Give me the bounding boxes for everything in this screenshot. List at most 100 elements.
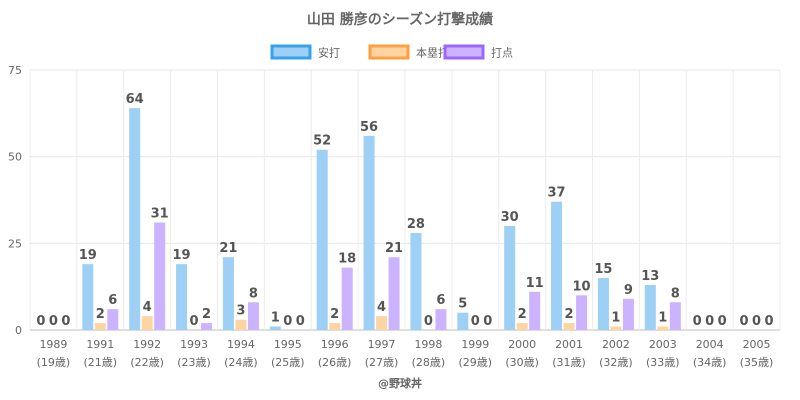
- x-tick-label: 2001: [555, 338, 583, 351]
- bar[interactable]: [457, 312, 469, 330]
- x-tick-label: 1997: [368, 338, 396, 351]
- bar[interactable]: [94, 323, 106, 330]
- bar[interactable]: [610, 326, 622, 330]
- bar[interactable]: [341, 267, 353, 330]
- y-tick-label: 25: [8, 237, 22, 250]
- bar[interactable]: [235, 319, 247, 330]
- y-tick-label: 50: [8, 151, 22, 164]
- x-tick-sublabel: (23歳): [177, 356, 211, 369]
- x-tick-sublabel: (34歳): [693, 356, 727, 369]
- data-label: 2: [565, 307, 574, 322]
- bar[interactable]: [597, 278, 609, 330]
- bar[interactable]: [176, 264, 188, 330]
- x-tick-sublabel: (31歳): [552, 356, 586, 369]
- data-label: 10: [573, 279, 591, 294]
- x-tick-sublabel: (30歳): [505, 356, 539, 369]
- data-label: 0: [49, 314, 58, 329]
- bar[interactable]: [657, 326, 669, 330]
- x-tick-label: 1998: [414, 338, 442, 351]
- x-tick-sublabel: (25歳): [271, 356, 305, 369]
- bar[interactable]: [410, 232, 422, 330]
- data-label: 0: [36, 314, 45, 329]
- bar[interactable]: [247, 302, 259, 330]
- data-label: 9: [624, 283, 633, 298]
- data-label: 37: [548, 186, 566, 201]
- bar[interactable]: [376, 316, 388, 330]
- bar[interactable]: [435, 309, 447, 330]
- bar[interactable]: [201, 323, 213, 330]
- data-label: 3: [236, 304, 245, 319]
- bar[interactable]: [329, 323, 341, 330]
- data-label: 52: [313, 134, 331, 149]
- x-tick-sublabel: (32歳): [599, 356, 633, 369]
- data-label: 2: [518, 307, 527, 322]
- bar[interactable]: [129, 108, 141, 330]
- legend-swatch: [368, 44, 410, 60]
- y-axis: 0 25 50 75: [8, 64, 22, 337]
- data-label: 0: [718, 314, 727, 329]
- x-tick-label: 1995: [274, 338, 302, 351]
- legend-item[interactable]: 打点: [443, 44, 513, 60]
- bar[interactable]: [316, 149, 328, 330]
- bar[interactable]: [154, 222, 166, 330]
- legend-swatch: [270, 44, 312, 60]
- bar[interactable]: [622, 298, 634, 330]
- data-label: 4: [377, 300, 386, 315]
- bar[interactable]: [222, 257, 234, 330]
- legend-item[interactable]: 本塁打: [368, 44, 449, 60]
- bar[interactable]: [563, 323, 575, 330]
- legend-label: 安打: [318, 46, 340, 60]
- x-axis: 1989 (19歳) 1991 (21歳) 1992 (22歳) 1993 (23歳) 1994…: [37, 338, 774, 369]
- bar[interactable]: [363, 135, 375, 330]
- x-tick-label: 1992: [133, 338, 161, 351]
- bars: [82, 108, 681, 330]
- bar[interactable]: [529, 291, 541, 330]
- legend-swatch: [443, 44, 485, 60]
- y-tick-label: 0: [15, 324, 22, 337]
- bar[interactable]: [388, 257, 400, 330]
- data-label: 28: [407, 217, 425, 232]
- x-tick-sublabel: (19歳): [37, 356, 71, 369]
- data-label: 1: [271, 311, 280, 326]
- data-label: 0: [190, 314, 199, 329]
- data-label: 18: [338, 252, 356, 267]
- x-tick-label: 1989: [39, 338, 67, 351]
- x-tick-label: 1991: [86, 338, 114, 351]
- data-label: 1: [611, 311, 620, 326]
- data-label: 21: [219, 241, 237, 256]
- data-label: 31: [151, 207, 169, 222]
- legend-item[interactable]: 安打: [270, 44, 340, 60]
- data-label: 11: [526, 276, 544, 291]
- x-tick-label: 2004: [696, 338, 724, 351]
- bar[interactable]: [269, 326, 281, 330]
- data-label: 2: [96, 307, 105, 322]
- x-tick-label: 1993: [180, 338, 208, 351]
- x-tick-sublabel: (26歳): [318, 356, 352, 369]
- data-label: 13: [641, 269, 659, 284]
- data-label: 4: [143, 300, 152, 315]
- data-label: 2: [202, 307, 211, 322]
- bar[interactable]: [644, 284, 656, 330]
- x-tick-sublabel: (35歳): [740, 356, 774, 369]
- bar[interactable]: [504, 226, 516, 330]
- x-tick-label: 1996: [321, 338, 349, 351]
- data-label: 21: [385, 241, 403, 256]
- bar[interactable]: [82, 264, 94, 330]
- x-tick-sublabel: (28歳): [412, 356, 446, 369]
- data-label: 0: [765, 314, 774, 329]
- data-label: 1: [658, 311, 667, 326]
- bar[interactable]: [551, 201, 563, 330]
- gridlines: [29, 69, 781, 331]
- x-tick-label: 2005: [743, 338, 771, 351]
- data-label: 6: [436, 293, 445, 308]
- legend: 安打 本塁打 打点: [270, 44, 513, 60]
- bar[interactable]: [516, 323, 528, 330]
- bar[interactable]: [576, 295, 588, 330]
- chart-title: 山田 勝彦のシーズン打撃成績: [307, 11, 493, 28]
- x-tick-sublabel: (22歳): [130, 356, 164, 369]
- bar[interactable]: [141, 316, 153, 330]
- bar[interactable]: [669, 302, 681, 330]
- bar[interactable]: [107, 309, 119, 330]
